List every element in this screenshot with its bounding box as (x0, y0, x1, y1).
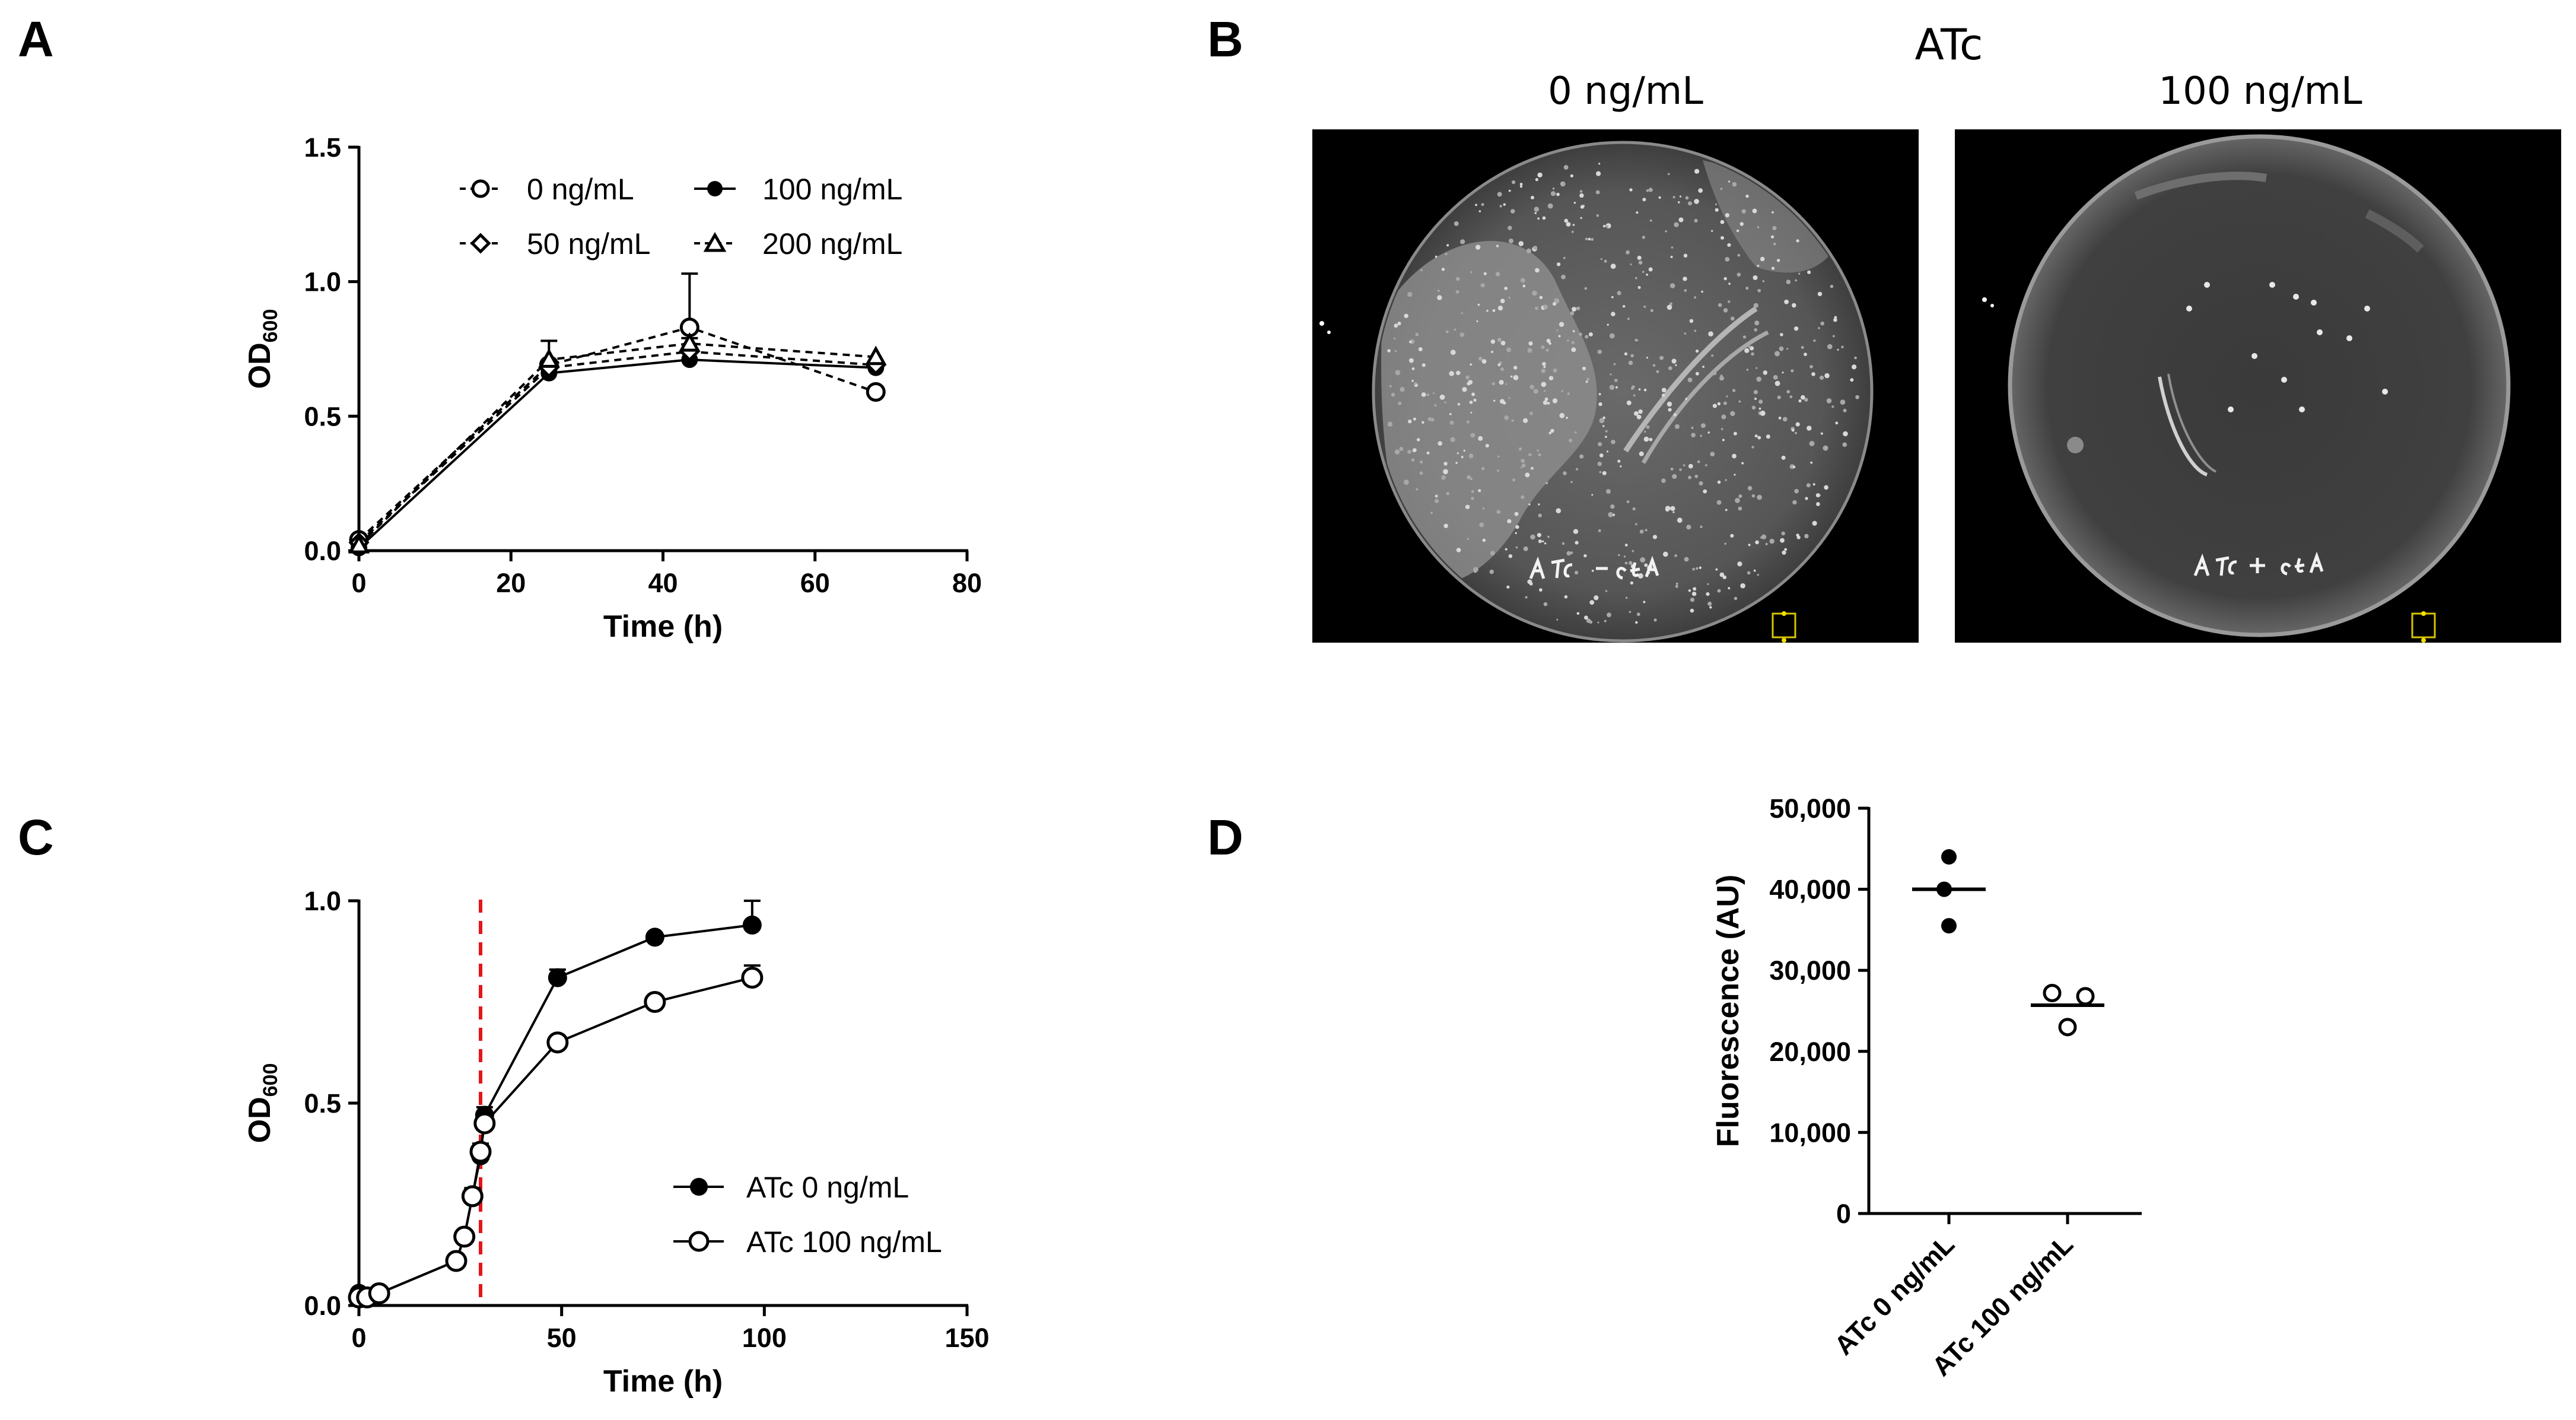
chart-c-series-1-point-2 (368, 1282, 390, 1305)
chart-d-y-tick-label-5: 50,000 (1769, 793, 1851, 824)
chart-c-series-1-point-8 (546, 1031, 569, 1054)
chart-d-y-tick-label-2: 20,000 (1769, 1037, 1851, 1067)
chart-a-y-tick-label-0: 0.0 (304, 536, 341, 566)
chart-d-y-tick-label-3: 30,000 (1769, 955, 1851, 986)
legend-a-item-1: 100 ng/mL (694, 173, 902, 206)
chart-c-x-tick-label-1: 50 (547, 1323, 577, 1353)
chart-d-group-0-point-2 (1941, 918, 1957, 934)
chart-d-y-tick-label-4: 40,000 (1769, 875, 1851, 905)
chart-a-x-axis-label: Time (h) (603, 609, 723, 644)
chart-d-x-tick-label-0: ATc 0 ng/mL (1828, 1229, 1960, 1361)
plate-left-label: 0 ng/mL (1548, 69, 1703, 113)
plate-photo-right (1955, 129, 2561, 643)
chart-c-x-axis-label: Time (h) (603, 1364, 723, 1399)
chart-a-x-tick-label-2: 40 (648, 568, 678, 598)
legend-a-label-2: 50 ng/mL (527, 227, 650, 261)
panel-label-a: A (18, 11, 54, 67)
chart-a-y-tick-label-2: 1.0 (304, 267, 341, 297)
chart-c-x-tick-label-2: 100 (742, 1323, 787, 1353)
chart-d-y-tick-label-0: 0 (1836, 1199, 1851, 1229)
chart-c-y-axis-label: OD600 (243, 1063, 282, 1143)
chart-c-y-tick-label-0: 0.0 (304, 1291, 341, 1321)
chart-c-x-tick-label-0: 0 (351, 1323, 366, 1353)
panel-b-plates: ATc 0 ng/mL 100 ng/mL (1312, 20, 2561, 643)
chart-c-series-0-point-8 (548, 968, 567, 987)
legend-c-label-1: ATc 100 ng/mL (746, 1225, 942, 1259)
panel-label-b: B (1207, 11, 1244, 67)
chart-c-series-1-point-3 (445, 1250, 468, 1272)
chart-a-x-tick-label-0: 0 (351, 568, 366, 598)
plate-right-label: 100 ng/mL (2158, 69, 2362, 113)
chart-a-y-axis-label: OD600 (243, 309, 282, 389)
chart-c-series-1-point-6 (469, 1141, 492, 1163)
panel-c-chart: 0 50 100 150 0.0 0.5 1.0 Time (h) OD600 ATc 0 ng… (243, 886, 990, 1399)
chart-a-series-3-point-2 (679, 332, 701, 352)
chart-c-series-1-point-7 (473, 1112, 496, 1135)
chart-a-y-tick-label-3: 1.5 (304, 132, 341, 163)
chart-a-x-tick-label-1: 20 (496, 568, 526, 598)
chart-a-x-tick-label-4: 80 (952, 568, 982, 598)
chart-a-series-3-point-3 (865, 345, 887, 366)
plate-right-handwriting (2193, 551, 2324, 576)
plate-photo-left (1312, 129, 1919, 643)
chart-a-series-0-point-3 (866, 382, 886, 402)
chart-c-series-1-point-10 (741, 967, 764, 989)
chart-c-x-tick-label-3: 150 (944, 1323, 989, 1353)
legend-a-item-3: 200 ng/mL (694, 227, 902, 261)
panel-label-c: C (18, 809, 54, 865)
chart-c-series-0-point-10 (742, 915, 762, 935)
chart-d-group-1-point-0 (2043, 983, 2062, 1002)
chart-d-group-1-point-1 (2076, 987, 2095, 1006)
legend-a-item-2: 50 ng/mL (460, 227, 650, 261)
legend-c-item-1: ATc 100 ng/mL (673, 1225, 942, 1259)
plates-title: ATc (1915, 20, 1983, 69)
chart-c-y-tick-label-2: 1.0 (304, 886, 341, 916)
chart-c-y-tick-label-1: 0.5 (304, 1088, 341, 1119)
chart-c-series-1-point-5 (461, 1185, 484, 1208)
chart-d-y-tick-label-1: 10,000 (1769, 1117, 1851, 1148)
chart-d-y-axis-label: Fluorescence (AU) (1711, 875, 1745, 1147)
chart-c-series-1-point-9 (644, 991, 666, 1013)
panel-a-chart: 0 20 40 60 80 0.0 0.5 1.0 1.5 Time (h) OD600 0 ng/… (243, 132, 982, 644)
panel-d-chart: 0 10,000 20,000 30,000 40,000 50,000 Fluoresce… (1711, 793, 2142, 1382)
chart-d-group-1-point-2 (2058, 1018, 2077, 1037)
legend-a-label-0: 0 ng/mL (527, 173, 634, 206)
chart-c-series-1-point-4 (453, 1225, 476, 1248)
chart-d-group-0-point-1 (1936, 881, 1952, 897)
chart-a-series-2-line (358, 350, 876, 544)
panel-label-d: D (1207, 809, 1244, 865)
legend-c: ATc 0 ng/mL ATc 100 ng/mL (673, 1171, 942, 1259)
legend-c-label-0: ATc 0 ng/mL (746, 1171, 909, 1204)
legend-a-item-0: 0 ng/mL (460, 173, 634, 206)
legend-a-label-3: 200 ng/mL (762, 227, 902, 261)
plate-left-handwriting (1529, 555, 1659, 580)
chart-a-x-tick-label-3: 60 (800, 568, 830, 598)
chart-a-series-1-line (358, 358, 876, 549)
legend-c-item-0: ATc 0 ng/mL (673, 1171, 909, 1204)
chart-d-group-0-point-0 (1941, 849, 1957, 865)
chart-a-series-3-point-1 (538, 348, 560, 368)
legend-a: 0 ng/mL 100 ng/mL 50 ng/mL 200 ng/mL (460, 173, 902, 261)
chart-a-y-tick-label-1: 0.5 (304, 401, 341, 431)
chart-c-series-0-point-9 (645, 927, 664, 947)
legend-a-label-1: 100 ng/mL (762, 173, 902, 206)
chart-a-series-0-line (358, 326, 876, 541)
chart-a-series-3-point-0 (348, 533, 370, 554)
chart-a-series-3-line (358, 342, 876, 547)
